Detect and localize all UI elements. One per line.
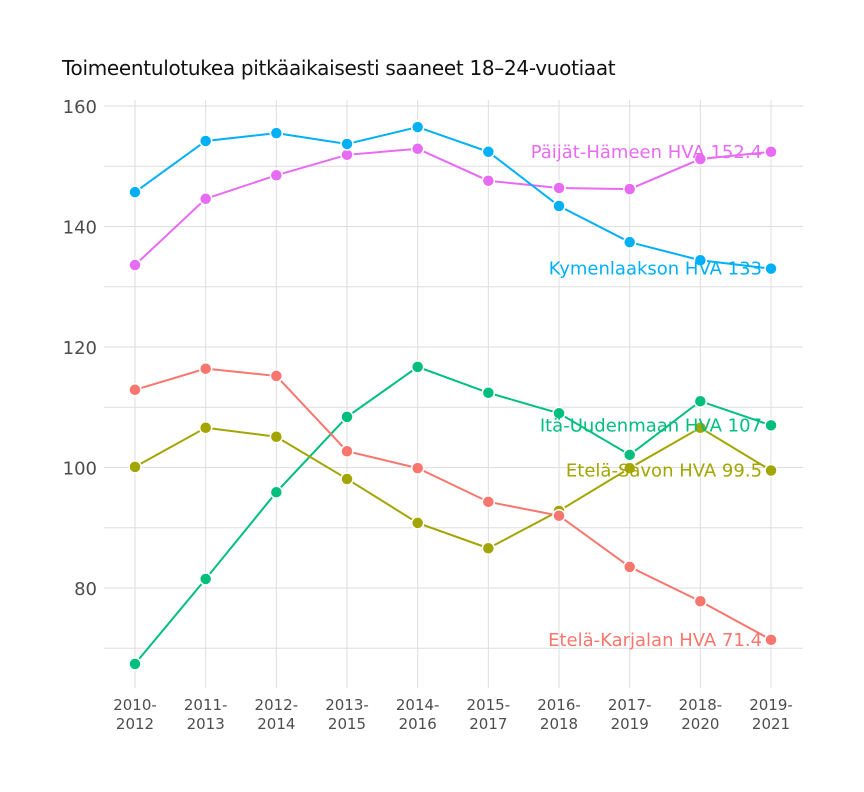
x-tick-label: 2017-2019: [608, 696, 652, 733]
data-point[interactable]: [764, 633, 778, 647]
data-point[interactable]: [410, 120, 425, 134]
series-line: [134, 367, 772, 641]
data-point[interactable]: [693, 152, 708, 166]
data-point[interactable]: [622, 182, 637, 196]
data-point[interactable]: [481, 386, 496, 400]
y-axis: 80 100 120 140 160: [63, 97, 97, 600]
end-label: Etelä-Savon HVA 99.5: [566, 461, 762, 482]
data-point[interactable]: [198, 420, 213, 435]
data-point[interactable]: [481, 541, 496, 555]
series-kymenlaakson-hva: [128, 120, 778, 276]
data-point[interactable]: [622, 461, 637, 475]
data-point[interactable]: [340, 410, 354, 424]
data-point[interactable]: [552, 199, 566, 213]
data-point[interactable]: [552, 406, 566, 421]
data-point[interactable]: [198, 572, 213, 586]
data-point[interactable]: [410, 142, 425, 156]
data-point[interactable]: [269, 126, 284, 140]
data-point[interactable]: [269, 485, 284, 499]
x-tick-label: 2012-2014: [255, 696, 299, 733]
data-point[interactable]: [693, 594, 708, 609]
data-point[interactable]: [622, 560, 637, 574]
data-point[interactable]: [269, 430, 284, 444]
data-point[interactable]: [764, 463, 778, 478]
data-point[interactable]: [198, 134, 213, 148]
chart-title: Toimeentulotukea pitkäaikaisesti saaneet…: [62, 56, 616, 80]
y-tick-label: 80: [74, 579, 97, 600]
data-point[interactable]: [269, 168, 284, 183]
data-point[interactable]: [693, 253, 708, 267]
data-point[interactable]: [764, 261, 778, 276]
x-tick-label: 2015-2017: [467, 696, 511, 733]
x-tick-label: 2010-2012: [113, 696, 157, 733]
x-tick-label: 2016-2018: [537, 696, 581, 733]
data-point[interactable]: [198, 361, 213, 376]
y-tick-label: 120: [63, 338, 97, 359]
data-point[interactable]: [481, 145, 496, 159]
x-axis: 2010-2012 2011-2013 2012-2014 2013-2015 2014…: [113, 696, 793, 733]
data-point[interactable]: [128, 383, 142, 397]
data-point[interactable]: [128, 185, 142, 199]
y-tick-label: 100: [63, 459, 97, 480]
data-point[interactable]: [410, 461, 425, 475]
series-line: [134, 126, 772, 270]
data-point[interactable]: [340, 137, 354, 151]
series-etel-karjalan-hva: [128, 361, 778, 647]
x-tick-label: 2014-2016: [396, 696, 440, 733]
data-point[interactable]: [481, 495, 496, 509]
data-point[interactable]: [340, 444, 354, 458]
data-point[interactable]: [622, 448, 637, 462]
series-line: [134, 365, 772, 665]
end-labels: Päijät-Hämeen HVA 152.4 Kymenlaakson HVA …: [531, 142, 762, 651]
data-point[interactable]: [764, 418, 778, 433]
data-point[interactable]: [128, 258, 142, 272]
series-it-uudenmaan-hva: [128, 360, 778, 671]
y-tick-label: 140: [63, 218, 97, 239]
end-label: Etelä-Karjalan HVA 71.4: [548, 630, 762, 651]
data-point[interactable]: [410, 516, 425, 530]
data-point[interactable]: [410, 360, 425, 374]
data-point[interactable]: [340, 472, 354, 486]
series-etel-savon-hva: [128, 420, 778, 555]
x-tick-label: 2013-2015: [325, 696, 369, 733]
data-point[interactable]: [128, 657, 142, 671]
end-label: Päijät-Hämeen HVA 152.4: [531, 142, 762, 163]
series-group: [128, 120, 778, 671]
x-tick-label: 2018-2020: [679, 696, 723, 733]
data-point[interactable]: [764, 145, 778, 159]
series-line: [134, 147, 772, 266]
data-point[interactable]: [198, 192, 213, 206]
data-point[interactable]: [269, 369, 284, 383]
series-line: [134, 426, 772, 550]
data-point[interactable]: [552, 508, 566, 523]
data-point[interactable]: [693, 394, 708, 408]
data-point[interactable]: [693, 420, 708, 435]
data-point[interactable]: [481, 173, 496, 188]
x-tick-label: 2011-2013: [184, 696, 228, 733]
series-p-ij-t-h-meen-hva: [128, 142, 778, 272]
y-tick-label: 160: [63, 97, 97, 118]
data-point[interactable]: [128, 460, 142, 474]
data-point[interactable]: [622, 235, 637, 249]
end-label: Itä-Uudenmaan HVA 107: [540, 415, 762, 436]
x-tick-label: 2019-2021: [749, 696, 793, 733]
end-label: Kymenlaakson HVA 133: [549, 259, 762, 280]
data-point[interactable]: [552, 181, 566, 195]
